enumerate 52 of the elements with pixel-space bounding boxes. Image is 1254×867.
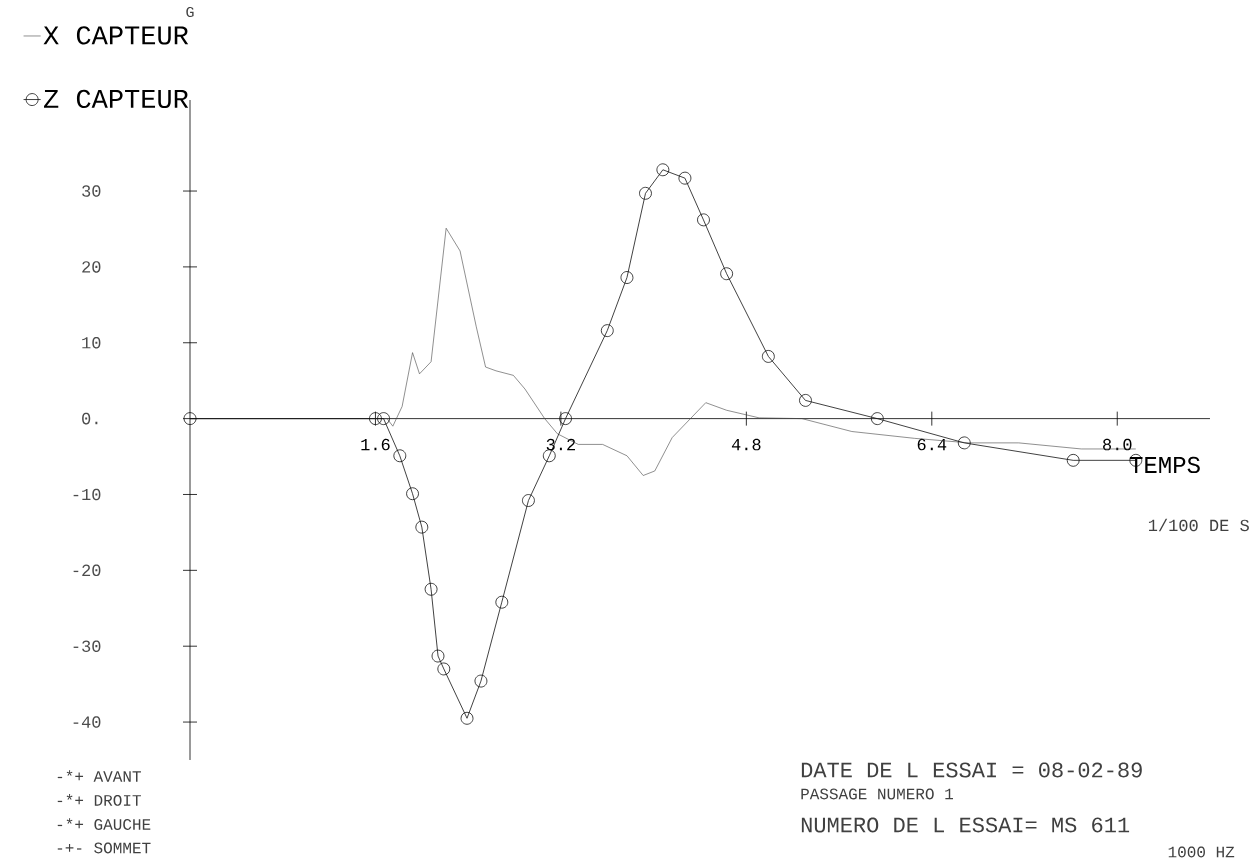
y-tick-label: -40	[73, 716, 101, 728]
y-tick-label: 10	[82, 336, 101, 349]
annotation: 1/100 DE S	[1148, 518, 1249, 532]
y-tick-label: -20	[73, 564, 101, 577]
point	[761, 350, 775, 363]
point	[600, 324, 614, 338]
point	[678, 171, 692, 185]
point	[460, 711, 474, 725]
text: G	[186, 6, 194, 18]
text: -*+ DROIT	[57, 794, 141, 806]
point	[522, 494, 535, 507]
point	[406, 487, 419, 501]
point	[799, 394, 812, 407]
point	[369, 412, 382, 426]
point	[697, 213, 710, 227]
x-tick-label: 3.2	[546, 438, 575, 451]
text: PASSAGE NUMERO 1	[801, 788, 953, 800]
text: -+- SOMMET	[57, 842, 151, 854]
x-tick-label: 6.4	[917, 438, 947, 451]
y-tick-label: 30	[82, 185, 101, 197]
point	[424, 582, 438, 596]
point	[559, 412, 572, 426]
text: -*+ AVANT	[57, 770, 141, 782]
point	[437, 662, 451, 676]
point	[474, 674, 488, 688]
x-axis-title: TEMPS	[1129, 456, 1200, 474]
point	[393, 449, 407, 463]
text: NUMERO DE L ESSAI= MS 611	[801, 817, 1130, 833]
point	[183, 412, 197, 426]
point	[620, 271, 634, 284]
point	[431, 649, 445, 663]
point	[377, 412, 390, 426]
point	[656, 163, 670, 177]
text: DATE DE L ESSAI = 08-02-89	[801, 762, 1142, 778]
y-tick-label: 20	[82, 261, 101, 273]
point	[720, 267, 734, 281]
y-tick-label: -30	[73, 640, 101, 652]
x-tick-label: 8.0	[1103, 438, 1132, 451]
point	[957, 436, 971, 450]
legend-label: Z CAPTEUR	[44, 89, 189, 109]
text: 1000 HZ	[1168, 846, 1235, 858]
y-tick-label: 0.	[82, 412, 98, 425]
point	[870, 412, 884, 426]
point	[415, 520, 429, 534]
point	[495, 595, 509, 609]
y-tick-label: -10	[73, 488, 101, 501]
point	[1066, 453, 1080, 467]
legend-label: X CAPTEUR	[43, 26, 189, 45]
point	[639, 186, 652, 200]
text: -*+ GAUCHE	[57, 818, 151, 830]
x-tick-label: 1.6	[361, 438, 390, 451]
x-tick-label: 4.8	[731, 438, 761, 451]
